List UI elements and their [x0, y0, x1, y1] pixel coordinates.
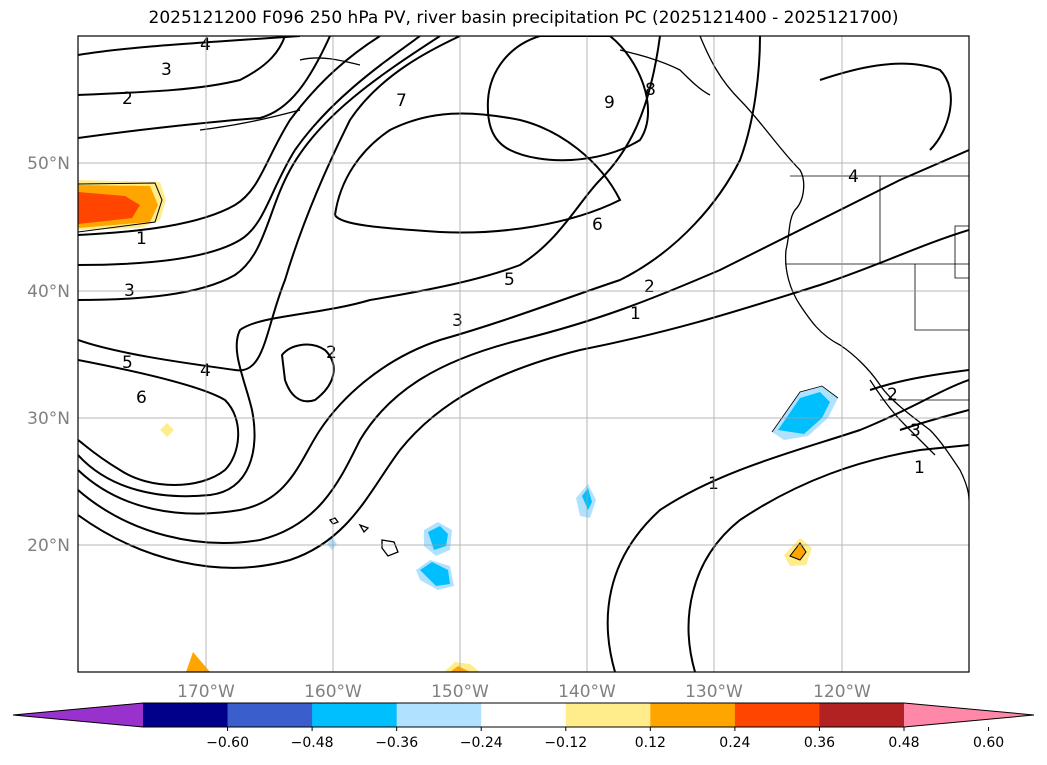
contour-label: 4	[848, 167, 859, 187]
contour-label: 7	[396, 91, 407, 111]
contour-label: 6	[592, 215, 603, 235]
colorbar-segment	[143, 703, 229, 727]
lat-label-40n: 40°N	[27, 282, 70, 302]
lat-labels: 50°N 40°N 30°N 20°N	[27, 154, 70, 556]
colorbar-segment	[396, 703, 482, 727]
contour-label: 1	[914, 458, 925, 478]
precip-shading-negative	[327, 385, 839, 590]
lat-label-50n: 50°N	[27, 154, 70, 174]
coastlines	[199, 36, 969, 557]
colorbar-extend-high	[904, 703, 1034, 727]
colorbar-segment	[312, 703, 398, 727]
contour-label: 3	[910, 421, 921, 441]
lat-label-30n: 30°N	[27, 409, 70, 429]
contour-label: 5	[122, 353, 133, 373]
map-panel	[78, 36, 969, 672]
colorbar: −0.60 −0.48 −0.36 −0.24 −0.12 0.12 0.24 0.36 0.4…	[12, 702, 1035, 751]
contour-label: 4	[200, 361, 211, 381]
contour-label: 1	[630, 304, 641, 324]
colorbar-tick-label: 0.12	[635, 735, 666, 751]
lon-label-150w: 150°W	[431, 682, 489, 702]
colorbar-tick-label: −0.36	[375, 735, 418, 751]
colorbar-segment	[734, 703, 820, 727]
contour-label: 4	[200, 35, 211, 55]
colorbar-outline	[12, 702, 1035, 728]
lat-label-20n: 20°N	[27, 536, 70, 556]
contour-label: 1	[708, 474, 719, 494]
lon-label-120w: 120°W	[813, 682, 871, 702]
colorbar-tick-label: −0.12	[544, 735, 587, 751]
contour-label: 2	[122, 89, 133, 109]
contour-label: 6	[136, 388, 147, 408]
colorbar-segment	[227, 703, 313, 727]
lon-label-170w: 170°W	[177, 682, 235, 702]
colorbar-tick-label: −0.48	[291, 735, 334, 751]
colorbar-segment	[650, 703, 736, 727]
colorbar-tick-label: 0.60	[973, 735, 1004, 751]
colorbar-tick-label: 0.36	[804, 735, 835, 751]
colorbar-tick-label: 0.24	[719, 735, 750, 751]
contour-label: 2	[887, 385, 898, 405]
borders	[785, 175, 969, 401]
contour-label: 8	[645, 80, 656, 100]
gridlines	[78, 36, 969, 672]
lon-label-130w: 130°W	[685, 682, 743, 702]
map-title: 2025121200 F096 250 hPa PV, river basin …	[148, 8, 899, 28]
lon-labels: 170°W 160°W 150°W 140°W 130°W 120°W	[177, 682, 871, 702]
colorbar-segment	[819, 703, 905, 727]
contour-label: 3	[452, 311, 463, 331]
colorbar-segment	[481, 703, 567, 727]
contour-label: 5	[504, 270, 515, 290]
colorbar-extend-low	[13, 703, 143, 727]
contour-label: 2	[644, 277, 655, 297]
colorbar-tick-label: −0.24	[460, 735, 503, 751]
colorbar-segment	[565, 703, 651, 727]
colorbar-tick-label: −0.60	[206, 735, 249, 751]
colorbar-tick-label: 0.48	[888, 735, 919, 751]
precip-shading-positive	[78, 180, 812, 672]
contour-label: 9	[604, 93, 615, 113]
contour-label: 1	[136, 229, 147, 249]
lon-label-140w: 140°W	[558, 682, 616, 702]
contour-label: 3	[161, 60, 172, 80]
pv-contours	[78, 36, 969, 672]
map-frame	[77, 35, 970, 673]
contour-label: 2	[326, 343, 337, 363]
lon-label-160w: 160°W	[304, 682, 362, 702]
